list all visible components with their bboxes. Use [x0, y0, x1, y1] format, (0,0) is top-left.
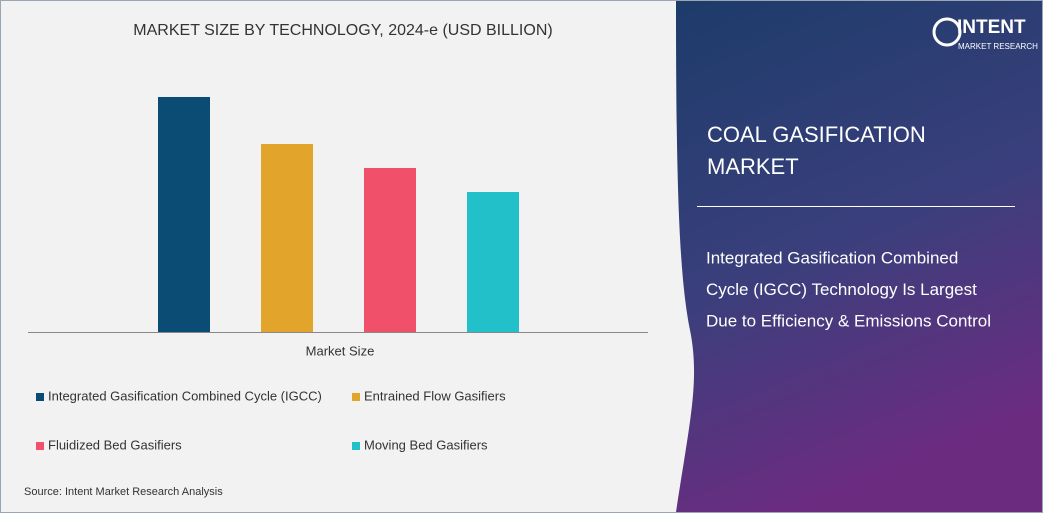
panel-heading: MARKET [707, 154, 799, 179]
bar [467, 192, 519, 332]
logo: INTENT [957, 17, 1026, 38]
panel-description: Cycle (IGCC) Technology Is Largest [706, 280, 977, 299]
legend-swatch [36, 393, 44, 401]
legend-swatch [352, 442, 360, 450]
bar [364, 168, 416, 332]
side-panel [676, 1, 1042, 512]
source: Source: Intent Market Research Analysis [24, 486, 223, 498]
legend-label: Moving Bed Gasifiers [364, 437, 488, 452]
legend-label: Fluidized Bed Gasifiers [48, 437, 182, 452]
legend-swatch [352, 393, 360, 401]
legend-label: Entrained Flow Gasifiers [364, 388, 506, 403]
logo-icon [932, 17, 962, 47]
bar [158, 97, 210, 332]
logo-subtitle: MARKET RESEARCH [958, 42, 1038, 51]
legend-swatch [36, 442, 44, 450]
panel-description: Integrated Gasification Combined [706, 248, 958, 267]
chart-title: MARKET SIZE BY TECHNOLOGY, 2024-e (USD B… [133, 22, 552, 39]
legend-label: Integrated Gasification Combined Cycle (… [48, 388, 322, 403]
panel-heading: COAL GASIFICATION [707, 122, 926, 147]
bar [261, 144, 313, 332]
panel-description: Due to Efficiency & Emissions Control [706, 311, 991, 330]
x-axis-label: Market Size [306, 343, 375, 358]
